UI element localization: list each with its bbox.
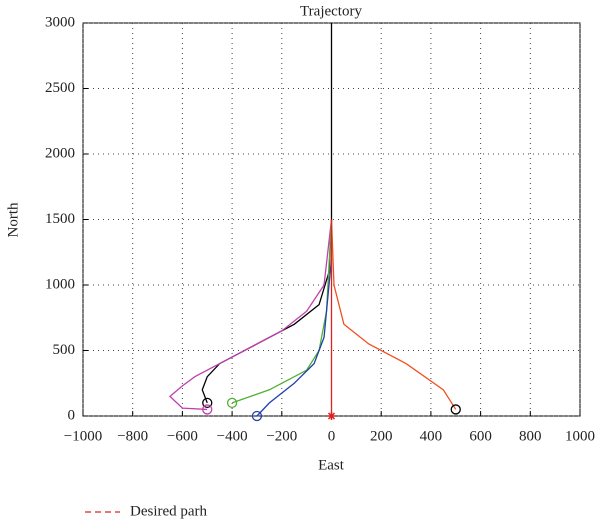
y-tick-label: 500 xyxy=(53,342,76,358)
start-marker xyxy=(202,404,213,415)
x-tick-label: −1000 xyxy=(64,428,102,444)
start-marker xyxy=(202,397,213,409)
start-marker xyxy=(450,404,461,415)
chart-title: Trajectory xyxy=(300,3,362,19)
x-tick-label: 800 xyxy=(519,428,542,444)
y-tick-label: 2000 xyxy=(45,145,75,161)
y-tick-label: 2500 xyxy=(45,80,75,96)
trajectory-line xyxy=(330,219,457,410)
y-tick-label: 1500 xyxy=(45,211,75,227)
y-axis-label: North xyxy=(5,202,21,237)
x-tick-label: −800 xyxy=(117,428,148,444)
x-tick-label: 1000 xyxy=(565,428,595,444)
start-marker xyxy=(327,412,336,420)
trajectory-line xyxy=(256,258,333,417)
start-marker xyxy=(226,397,238,409)
x-tick-label: 400 xyxy=(420,428,443,444)
x-tick-label: −600 xyxy=(167,428,198,444)
legend-label: Desired parh xyxy=(130,503,208,519)
trajectory-line xyxy=(201,23,333,404)
trajectory-line xyxy=(169,219,333,411)
y-tick-label: 3000 xyxy=(45,14,75,30)
x-tick-label: −200 xyxy=(266,428,297,444)
y-tick-label: 0 xyxy=(68,407,76,423)
y-tick-label: 1000 xyxy=(45,276,75,292)
x-tick-label: 200 xyxy=(370,428,393,444)
x-tick-label: 0 xyxy=(328,428,336,444)
x-tick-label: 600 xyxy=(469,428,492,444)
start-marker xyxy=(251,410,263,422)
x-axis-label: East xyxy=(318,457,345,473)
trajectory-line xyxy=(231,219,333,404)
x-tick-label: −400 xyxy=(217,428,248,444)
